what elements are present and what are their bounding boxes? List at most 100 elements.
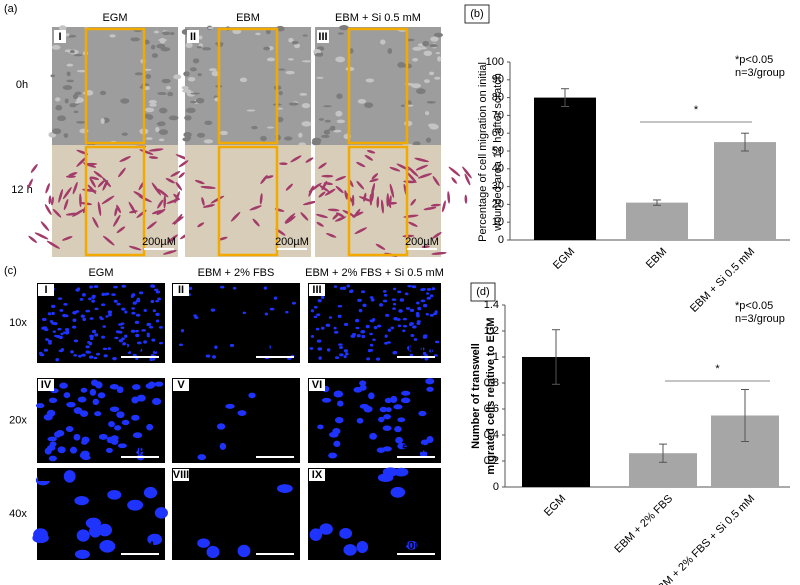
nucleus <box>390 326 395 330</box>
nucleus <box>57 297 63 300</box>
nucleus <box>369 332 373 336</box>
nucleus <box>149 357 153 362</box>
stained-cell <box>376 196 380 208</box>
stained-cell <box>354 227 368 235</box>
column-header: EBM + Si 0.5 mM <box>335 12 421 24</box>
stained-cell <box>92 216 99 228</box>
cell-texture <box>421 46 427 50</box>
cell-texture <box>335 110 343 117</box>
cell-texture <box>400 104 405 108</box>
cell-texture <box>365 78 374 83</box>
nucleus <box>397 324 402 328</box>
stained-cell <box>321 174 334 178</box>
nucleus <box>212 355 217 359</box>
cell-texture <box>73 53 83 57</box>
nucleus <box>108 420 115 428</box>
nucleus <box>205 354 211 358</box>
stained-cell <box>210 195 225 204</box>
nucleus <box>146 332 150 336</box>
stained-cell <box>279 162 288 166</box>
nucleus <box>354 318 360 323</box>
nucleus <box>98 433 108 440</box>
scale-bar-label: 50µM <box>126 443 154 455</box>
nucleus <box>139 348 143 352</box>
numeral-bg <box>38 284 54 296</box>
cell-texture <box>158 107 168 114</box>
cell-texture <box>156 121 166 127</box>
cell-texture <box>66 71 71 77</box>
nucleus <box>180 328 185 333</box>
nucleus <box>120 326 125 329</box>
nucleus <box>263 286 268 290</box>
stained-cell <box>152 209 163 215</box>
stained-cell <box>423 206 437 211</box>
stained-cell <box>119 156 131 162</box>
stained-cell <box>421 245 430 249</box>
nucleus <box>99 539 116 553</box>
stained-cell <box>63 198 69 211</box>
scale-bar-label: 200µM <box>405 236 439 248</box>
nucleus <box>48 397 58 404</box>
stained-cell <box>230 211 241 222</box>
panel-numeral: I <box>58 31 61 43</box>
nucleus <box>328 316 333 319</box>
stained-cell <box>464 194 468 204</box>
stained-cell <box>356 180 365 190</box>
nucleus <box>378 303 384 307</box>
panel-label-box <box>470 282 496 302</box>
nucleus <box>395 436 403 444</box>
cell-texture <box>121 132 128 136</box>
nucleus <box>426 296 431 300</box>
cell-texture <box>364 102 374 108</box>
nucleus <box>154 507 168 519</box>
nucleus <box>116 386 124 394</box>
cell-texture <box>198 35 203 40</box>
nucleus <box>91 299 96 303</box>
cell-texture <box>196 46 203 49</box>
cell-texture <box>412 141 421 146</box>
nucleus <box>346 284 351 288</box>
nucleus <box>155 290 161 294</box>
nucleus <box>407 345 412 349</box>
scale-bar-label: 100µM <box>123 343 157 355</box>
stained-cell <box>102 180 108 191</box>
cell-texture <box>424 79 430 84</box>
nucleus <box>382 289 387 293</box>
nucleus <box>100 303 106 307</box>
nucleus <box>121 284 127 288</box>
nucleus <box>216 423 226 430</box>
nucleus <box>393 317 398 321</box>
x-tick-label: EBM <box>644 246 669 271</box>
nucleus <box>130 329 136 333</box>
stained-cell <box>30 163 38 173</box>
nucleus <box>420 347 425 351</box>
cell-texture <box>299 92 308 96</box>
y-tick-label: 1.2 <box>484 325 499 337</box>
nucleus <box>114 425 122 431</box>
scale-bar-label: 200µM <box>275 236 309 248</box>
nucleus <box>422 303 428 308</box>
stained-cell <box>202 204 215 208</box>
stained-cell <box>371 173 379 180</box>
nucleus <box>50 304 56 308</box>
nucleus <box>317 347 323 351</box>
stained-cell <box>58 188 63 203</box>
cell-texture <box>423 50 433 56</box>
cell-texture <box>168 115 179 121</box>
cell-texture <box>69 103 77 108</box>
nucleus <box>317 299 322 303</box>
nucleus <box>397 417 406 423</box>
nucleus <box>219 442 227 450</box>
cell-texture <box>99 90 107 96</box>
scale-bar-label: 20µM <box>261 540 289 552</box>
nucleus <box>73 339 79 343</box>
nucleus <box>343 322 349 327</box>
nucleus <box>58 335 63 339</box>
nucleus <box>158 341 164 345</box>
nucleus <box>75 288 80 292</box>
cell-texture <box>145 137 153 140</box>
y-tick-label: 10 <box>492 216 504 228</box>
stained-cell <box>370 191 374 202</box>
micrograph <box>185 27 311 145</box>
